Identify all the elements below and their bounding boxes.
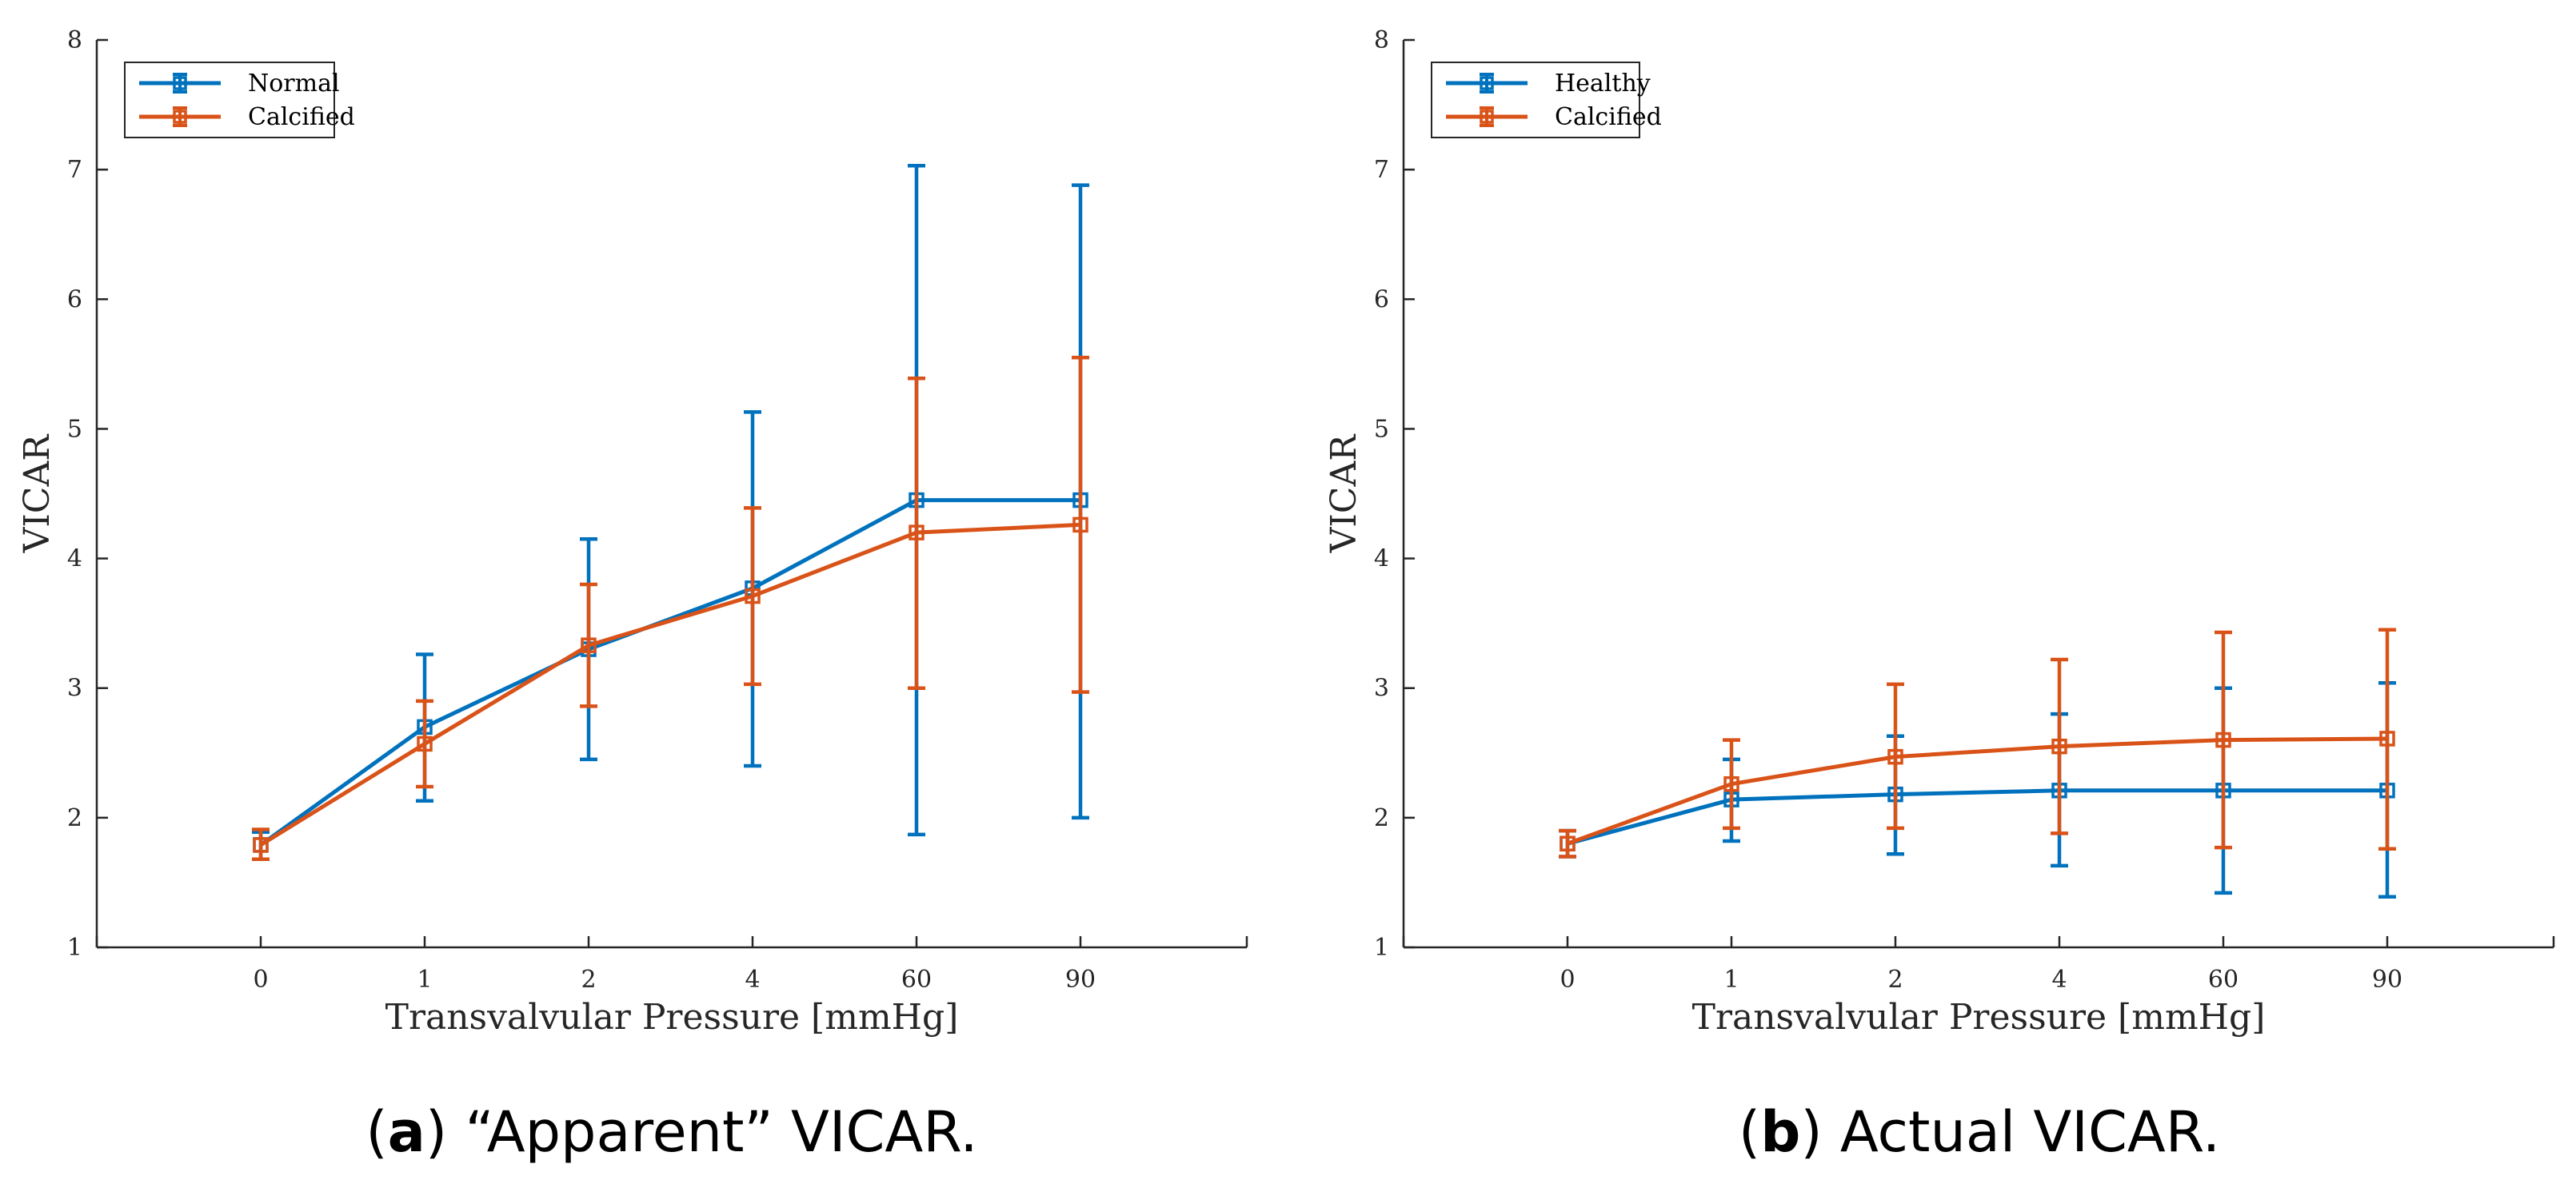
- y-tick-label: 1: [67, 934, 82, 962]
- data-point-marker: [1072, 516, 1088, 533]
- y-tick-label: 5: [67, 415, 82, 443]
- y-tick-label: 8: [67, 26, 82, 54]
- x-tick-label: 4: [2051, 966, 2067, 994]
- x-tick-label: 60: [2208, 966, 2239, 994]
- data-point-marker: [417, 736, 433, 752]
- series-line: [259, 498, 1080, 847]
- x-tick-label: 60: [901, 966, 932, 994]
- y-tick-label: 7: [67, 156, 82, 184]
- caption-text: ) “Apparent” VICAR.: [425, 1099, 978, 1165]
- y-tick-label: 2: [67, 804, 82, 832]
- y-tick-label: 3: [1374, 675, 1389, 703]
- legend: Normal Calcified: [124, 62, 355, 138]
- y-tick-label: 2: [1374, 804, 1389, 832]
- y-tick-label: 6: [67, 285, 82, 313]
- y-tick-label: 7: [1374, 156, 1389, 184]
- x-tick-label: 1: [1723, 966, 1739, 994]
- panel-caption: (a) “Apparent” VICAR.: [365, 1099, 977, 1165]
- series-1-healthy: [1559, 680, 2396, 899]
- x-tick-label: 0: [1560, 966, 1575, 994]
- x-tick-label: 1: [417, 966, 432, 994]
- series-line: [1567, 788, 2387, 846]
- x-tick-label: 2: [1887, 966, 1903, 994]
- caption-open-paren: (: [1739, 1099, 1760, 1165]
- data-point-marker: [1723, 775, 1739, 792]
- caption-label: b: [1760, 1099, 1800, 1165]
- legend-marker: [173, 76, 187, 90]
- y-tick-label: 8: [1374, 26, 1389, 54]
- x-axis-title: Transvalvular Pressure [mmHg]: [1692, 997, 2266, 1038]
- x-tick-label: 2: [581, 966, 596, 994]
- data-point-marker: [253, 837, 269, 853]
- data-point-marker: [1887, 748, 1903, 765]
- panel-a: 1 2 3 4 5 6 7 8 0 1 2 4 60 90 Transvalvular Pressure […: [17, 26, 1248, 1165]
- y-tick-label: 6: [1374, 285, 1389, 313]
- y-tick-label: 1: [1374, 934, 1389, 962]
- series-1-normal: [252, 164, 1089, 861]
- series-2-calcified: [252, 356, 1089, 861]
- panel-caption: (b) Actual VICAR.: [1739, 1099, 2220, 1165]
- panel-b: 1 2 3 4 5 6 7 8 0 1 2 4 60 90 Transvalvular Pressure […: [1324, 26, 2555, 1165]
- data-point-marker: [2379, 731, 2395, 747]
- legend-marker: [1480, 110, 1494, 124]
- series-line: [259, 522, 1081, 847]
- x-tick-label: 0: [253, 966, 268, 994]
- data-point-marker: [909, 524, 925, 540]
- legend-box: [1431, 62, 1640, 138]
- x-tick-label: 90: [2372, 966, 2402, 994]
- caption-label: a: [388, 1099, 425, 1165]
- y-axis-title: VICAR: [1324, 433, 1364, 554]
- caption-text: ) Actual VICAR.: [1800, 1099, 2220, 1165]
- legend-marker: [1480, 76, 1494, 90]
- x-tick-label: 4: [745, 966, 760, 994]
- legend-box: [124, 62, 335, 138]
- data-point-marker: [2051, 738, 2067, 755]
- data-point-marker: [745, 588, 761, 604]
- data-point-marker: [2215, 732, 2231, 748]
- legend-marker: [173, 110, 187, 124]
- legend-label: Normal: [248, 70, 340, 98]
- series-2-calcified: [1559, 628, 2396, 859]
- series-line: [1567, 736, 2388, 846]
- y-tick-label: 4: [1374, 545, 1389, 573]
- legend-label: Calcified: [248, 103, 355, 131]
- y-tick-label: 4: [67, 545, 82, 573]
- legend-label: Calcified: [1555, 103, 1662, 131]
- y-tick-label: 3: [67, 675, 82, 703]
- x-tick-label: 90: [1065, 966, 1096, 994]
- y-axis-title: VICAR: [17, 433, 58, 554]
- data-point-marker: [581, 637, 597, 653]
- data-point-marker: [1560, 835, 1576, 852]
- caption-open-paren: (: [365, 1099, 387, 1165]
- y-tick-label: 5: [1374, 415, 1389, 443]
- x-axis-title: Transvalvular Pressure [mmHg]: [385, 997, 959, 1038]
- legend-label: Healthy: [1555, 70, 1651, 98]
- legend: Healthy Calcified: [1431, 62, 1662, 138]
